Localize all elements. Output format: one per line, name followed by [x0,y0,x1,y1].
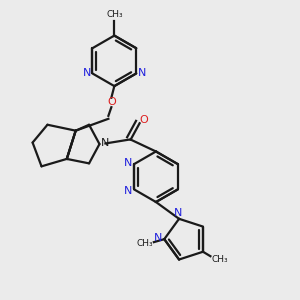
Text: CH₃: CH₃ [106,10,123,19]
Text: CH₃: CH₃ [211,255,228,264]
Text: N: N [173,208,182,218]
Text: N: N [100,138,109,148]
Text: N: N [124,158,132,168]
Text: N: N [124,186,132,196]
Text: N: N [83,68,91,79]
Text: O: O [140,115,148,125]
Text: N: N [154,233,162,243]
Text: O: O [107,98,116,107]
Text: CH₃: CH₃ [136,239,153,248]
Text: N: N [137,68,146,79]
